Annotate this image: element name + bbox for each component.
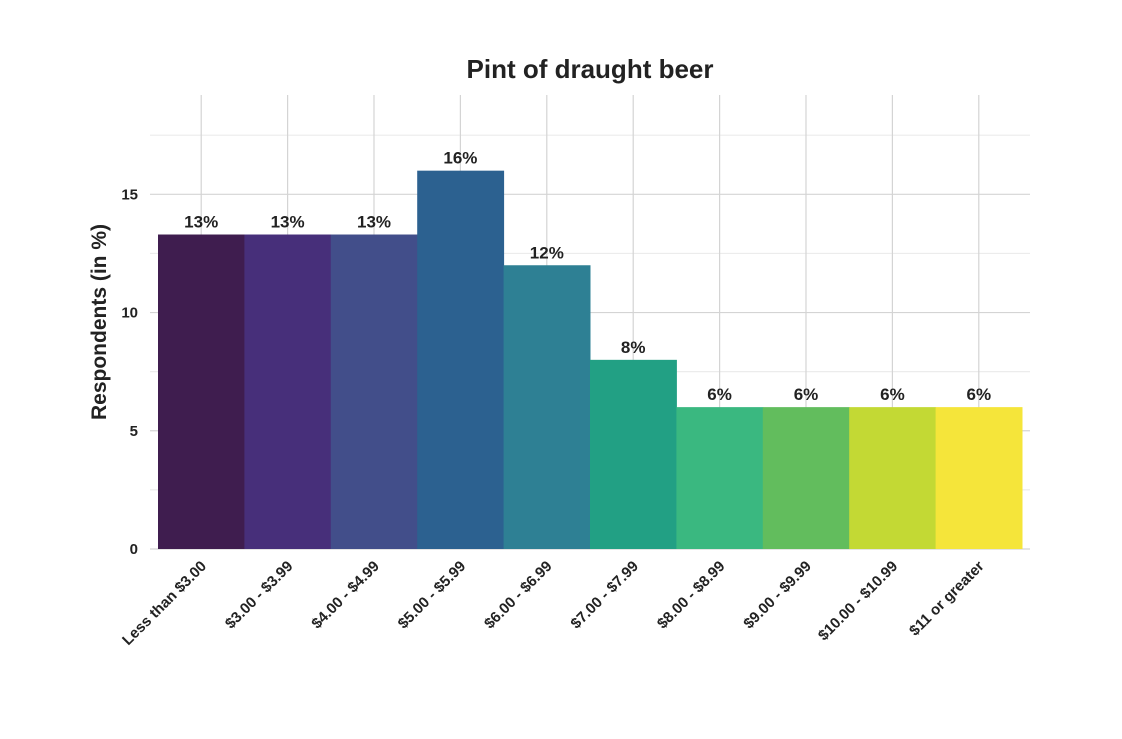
- bar-5: [503, 265, 591, 549]
- bar-3: [330, 234, 418, 549]
- chart-title: Pint of draught beer: [467, 54, 714, 84]
- bars: [158, 170, 1023, 549]
- data-label: 13%: [271, 213, 305, 232]
- x-tick-label: $5.00 - $5.99: [395, 558, 470, 633]
- data-label: 8%: [621, 338, 646, 357]
- bar-4: [417, 170, 505, 549]
- data-label: 6%: [707, 385, 732, 404]
- data-label: 13%: [357, 213, 391, 232]
- bar-8: [762, 407, 850, 549]
- y-tick-label: 5: [130, 423, 138, 440]
- bar-10: [935, 407, 1023, 549]
- x-tick-label: $4.00 - $4.99: [308, 558, 383, 633]
- data-label: 12%: [530, 243, 564, 262]
- data-label: 6%: [880, 385, 905, 404]
- x-axis-ticks: Less than $3.00 $3.00 - $3.99 $4.00 - $4.9…: [119, 558, 988, 649]
- y-tick-label: 15: [121, 186, 138, 203]
- x-tick-label: $10.00 - $10.99: [815, 558, 901, 644]
- data-labels: 13% 13% 13% 16% 12% 8% 6% 6% 6% 6%: [184, 149, 991, 404]
- y-tick-label: 0: [130, 541, 138, 558]
- x-tick-label: Less than $3.00: [119, 558, 210, 649]
- x-tick-label: $8.00 - $8.99: [654, 558, 729, 633]
- x-tick-label: $9.00 - $9.99: [740, 558, 815, 633]
- x-tick-label: $6.00 - $6.99: [481, 558, 556, 633]
- data-label: 6%: [794, 385, 819, 404]
- bar-2: [244, 234, 332, 549]
- y-axis-ticks: 0 5 10 15: [121, 186, 138, 558]
- bar-9: [849, 407, 937, 549]
- y-tick-label: 10: [121, 305, 138, 322]
- bar-6: [590, 359, 677, 549]
- bar-7: [676, 407, 764, 549]
- y-axis-label: Respondents (in %): [88, 224, 111, 420]
- x-tick-label: $7.00 - $7.99: [567, 558, 642, 633]
- data-label: 13%: [184, 213, 218, 232]
- data-label: 16%: [443, 149, 477, 168]
- x-tick-label: $3.00 - $3.99: [222, 558, 297, 633]
- x-tick-label: $11 or greater: [906, 558, 988, 640]
- data-label: 6%: [967, 385, 992, 404]
- bar-1: [158, 234, 245, 549]
